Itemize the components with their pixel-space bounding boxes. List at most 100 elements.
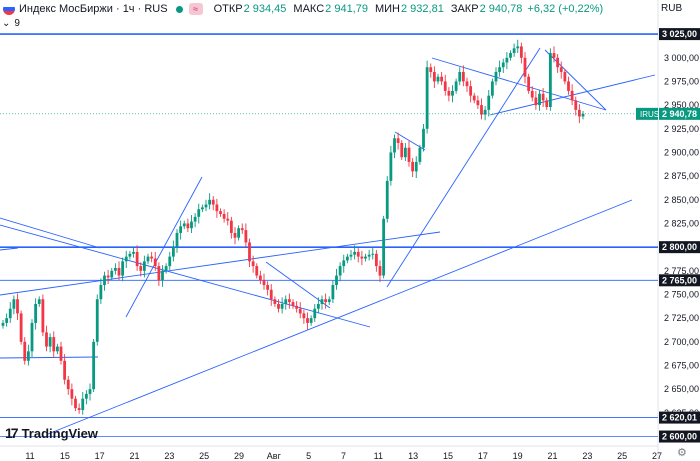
candle-body-98 [356,251,360,257]
candle-body-58 [211,199,215,205]
candle-body-124 [451,90,454,96]
candle-body-80 [291,302,295,306]
candle-body-78 [284,299,288,304]
x-tick-label-7: Авг [267,451,282,461]
settings-icon[interactable]: ⚙ [677,447,687,459]
tradingview-logo-icon: 17 [5,425,19,441]
candle-body-100 [364,256,367,259]
candle-body-127 [461,71,465,82]
x-tick-label-18: 27 [652,451,662,461]
tradingview-logo[interactable]: 17 TradingView [5,425,98,441]
status-dot-icon [175,5,183,13]
x-tick-label-16: 23 [582,451,592,461]
candle-body-130 [472,95,476,101]
candle-body-42 [153,258,157,267]
x-tick-label-0: 11 [25,451,34,461]
candle-body-89 [324,299,328,303]
symbol-tag-bg [636,107,658,120]
candle-body-83 [302,313,306,319]
price-scale [658,0,700,461]
y-tick-label-7: 2 825,00 [664,218,699,228]
x-tick-label-3: 21 [129,451,139,461]
candle-body-97 [353,251,357,255]
candle-body-51 [186,223,190,229]
x-tick-label-6: 29 [234,451,244,461]
logo-text: TradingView [21,425,98,441]
hide-icon[interactable]: ≈ [188,3,203,15]
x-tick-label-17: 25 [617,451,627,461]
level-label-2: 2 765,00 [662,275,697,285]
candle-body-150 [545,100,549,108]
candle-body-27 [99,285,103,300]
candle-body-59 [215,204,219,212]
candle-body-8 [30,322,34,352]
candle-body-60 [219,211,222,215]
candle-body-139 [505,57,509,63]
candle-body-50 [182,223,186,227]
candle-body-92 [335,275,338,286]
candle-body-25 [92,341,96,390]
interval-label[interactable]: 1ч [122,3,135,15]
y-tick-label-9: 2 750,00 [664,289,699,299]
level-label-3: 2 620,01 [662,413,697,423]
x-tick-label-14: 19 [513,451,523,461]
candle-body-24 [88,389,92,394]
candle-body-111 [403,147,407,158]
currency-label[interactable]: RUB [661,3,683,14]
candle-body-16 [59,346,63,361]
change-value: +6,32 (+0,22%) [527,3,604,15]
x-tick-label-1: 15 [60,451,70,461]
candle-body-91 [331,285,335,300]
candle-body-17 [63,360,67,380]
candle-body-81 [295,305,299,309]
candle-body-126 [458,71,462,82]
candle-body-74 [269,289,273,300]
collapse-icon[interactable]: ⌄ [2,18,11,29]
high-label: МАКС [293,3,325,15]
candle-body-44 [161,270,164,281]
candle-body-90 [327,299,331,303]
candle-body-61 [222,214,226,219]
level-tag-4 [659,430,700,443]
candle-body-155 [563,71,567,82]
candle-body-144 [523,57,527,77]
x-tick-label-13: 17 [478,451,488,461]
legend-header: Индекс МосБиржи · 1ч · RUS ≈ ОТКР 2 934,… [0,0,603,18]
candle-body-110 [400,142,404,158]
candle-body-153 [556,57,560,68]
trend-line-4 [47,199,633,435]
candle-body-38 [139,266,143,271]
trend-line-6 [265,261,331,309]
candle-body-106 [385,180,389,219]
candle-body-146 [530,90,534,98]
candle-body-18 [66,379,70,390]
candle-body-122 [443,81,447,91]
candle-body-112 [407,147,411,162]
candle-body-20 [74,398,77,409]
x-tick-label-5: 25 [199,451,209,461]
candle-body-87 [316,303,320,309]
candle-body-39 [142,261,146,271]
candle-body-19 [70,389,74,399]
candle-body-31 [113,267,117,271]
candle-body-2 [8,308,12,319]
candle-body-79 [287,299,291,303]
candle-body-102 [371,253,375,255]
indicators-toggle[interactable]: ⌄ 9 [2,18,20,29]
symbol-name[interactable]: Индекс МосБиржи [19,3,113,15]
y-tick-label-6: 2 850,00 [664,195,699,205]
trend-line-2 [0,231,441,296]
candle-body-158 [574,100,578,110]
candle-body-75 [273,299,277,304]
candle-body-132 [480,105,483,115]
candle-body-68 [248,242,251,262]
candle-body-37 [135,251,139,267]
candle-body-34 [124,256,128,262]
trend-line-12 [0,247,19,251]
level-label-0: 3 025,00 [662,29,697,39]
y-tick-label-3: 2 925,00 [664,124,699,134]
candle-body-114 [414,161,418,172]
indicator-count: 9 [14,18,20,29]
